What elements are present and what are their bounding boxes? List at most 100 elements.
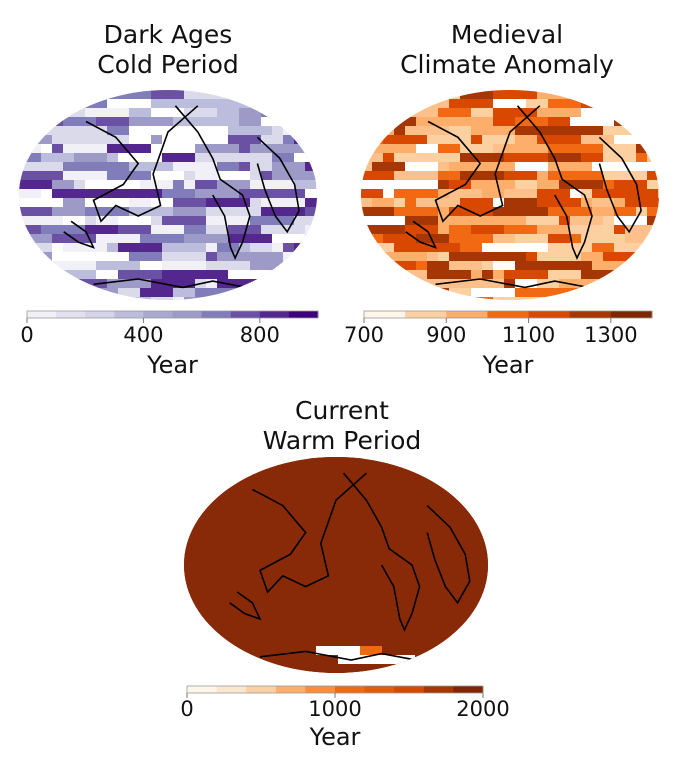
map-cell — [625, 225, 659, 234]
map-cell — [647, 108, 658, 117]
map-cell — [448, 475, 470, 484]
map-cell — [658, 126, 659, 135]
map-cell — [405, 225, 438, 234]
map-cell — [437, 547, 470, 556]
map-cell — [371, 619, 404, 628]
map-cell — [195, 288, 228, 297]
map-cell — [129, 126, 140, 135]
map-cell — [603, 216, 614, 225]
colorbar-segment — [259, 311, 290, 318]
map-cell — [327, 547, 338, 556]
map-cell — [261, 592, 294, 601]
colorbar-segment — [335, 686, 366, 693]
map-cell — [206, 511, 217, 520]
map-cell — [217, 243, 239, 252]
map-cell — [206, 637, 217, 646]
map-cell — [647, 153, 658, 162]
map-cell — [349, 628, 382, 637]
map-cell — [184, 234, 228, 243]
map-cell — [283, 502, 316, 511]
map-cell — [383, 153, 394, 162]
map-cell — [250, 99, 294, 108]
map-cell — [415, 592, 437, 601]
map-cell — [239, 493, 272, 502]
map-cell — [63, 144, 107, 153]
map-cell — [360, 574, 371, 583]
colorbar-segment — [143, 311, 173, 318]
coastline — [93, 278, 258, 291]
map-cell — [471, 270, 482, 279]
colorbar-segment — [453, 686, 484, 693]
map-cell — [448, 556, 481, 565]
map-cell — [63, 198, 85, 207]
map-cell — [63, 162, 96, 171]
map-cell — [405, 162, 438, 171]
map-cell — [85, 90, 107, 99]
map-cell — [438, 207, 449, 216]
map-cell — [482, 180, 493, 189]
map-cell — [404, 502, 448, 511]
map-cell — [614, 180, 647, 189]
map-cell — [393, 511, 437, 520]
colorbar-frame — [26, 310, 319, 319]
map-cell — [614, 207, 625, 216]
map-cell — [30, 261, 41, 270]
coastline — [516, 105, 593, 260]
map-cell — [393, 610, 415, 619]
map-cell — [151, 90, 184, 99]
colorbar-segment — [187, 686, 218, 693]
map-cell — [493, 207, 526, 216]
map-cell — [361, 279, 394, 288]
map-cell — [294, 288, 317, 297]
map-cell — [448, 565, 470, 574]
map-cell — [283, 261, 294, 270]
map-cell — [129, 117, 173, 126]
map-cell — [261, 637, 283, 646]
map-cell — [250, 475, 283, 484]
map-cell — [305, 655, 338, 664]
coastline — [259, 650, 428, 663]
map-cell — [261, 108, 283, 117]
map-cell — [239, 565, 261, 574]
map-cell — [405, 108, 438, 117]
map-cell — [19, 288, 30, 297]
map-cell — [129, 135, 151, 144]
colorbar-axis-label: Year — [147, 351, 198, 379]
map-cell — [438, 234, 449, 243]
map-cell — [349, 511, 360, 520]
map-cell — [228, 90, 250, 99]
map-cell — [228, 126, 272, 135]
map-cell — [371, 574, 415, 583]
map-cell — [151, 135, 162, 144]
map-cell — [448, 466, 481, 475]
map-cell — [19, 171, 63, 180]
map-cell — [19, 153, 41, 162]
map-cell — [372, 144, 383, 153]
map-cell — [184, 556, 217, 565]
map-cell — [625, 207, 636, 216]
map-cell — [250, 216, 294, 225]
map-cell — [217, 297, 239, 300]
map-cell — [471, 135, 482, 144]
map-cell — [327, 637, 360, 646]
map-cell — [404, 484, 415, 493]
map-cell — [603, 144, 636, 153]
colorbar-segment — [246, 686, 277, 693]
map-cell — [272, 493, 305, 502]
map-cell — [184, 664, 228, 673]
map-cell — [107, 243, 118, 252]
map-cell — [305, 144, 317, 153]
map-cell — [394, 243, 438, 252]
map-cell — [151, 225, 184, 234]
map-cell — [305, 556, 316, 565]
colorbar-axis-label: Year — [482, 351, 534, 379]
map-cell — [316, 664, 360, 673]
map-cell — [537, 225, 570, 234]
map-cell — [493, 270, 504, 279]
map-cell — [427, 135, 471, 144]
map-cell — [415, 628, 459, 637]
map-cell — [19, 243, 52, 252]
map-cell — [217, 466, 261, 475]
map-cell — [481, 664, 488, 673]
map-cell — [361, 144, 372, 153]
